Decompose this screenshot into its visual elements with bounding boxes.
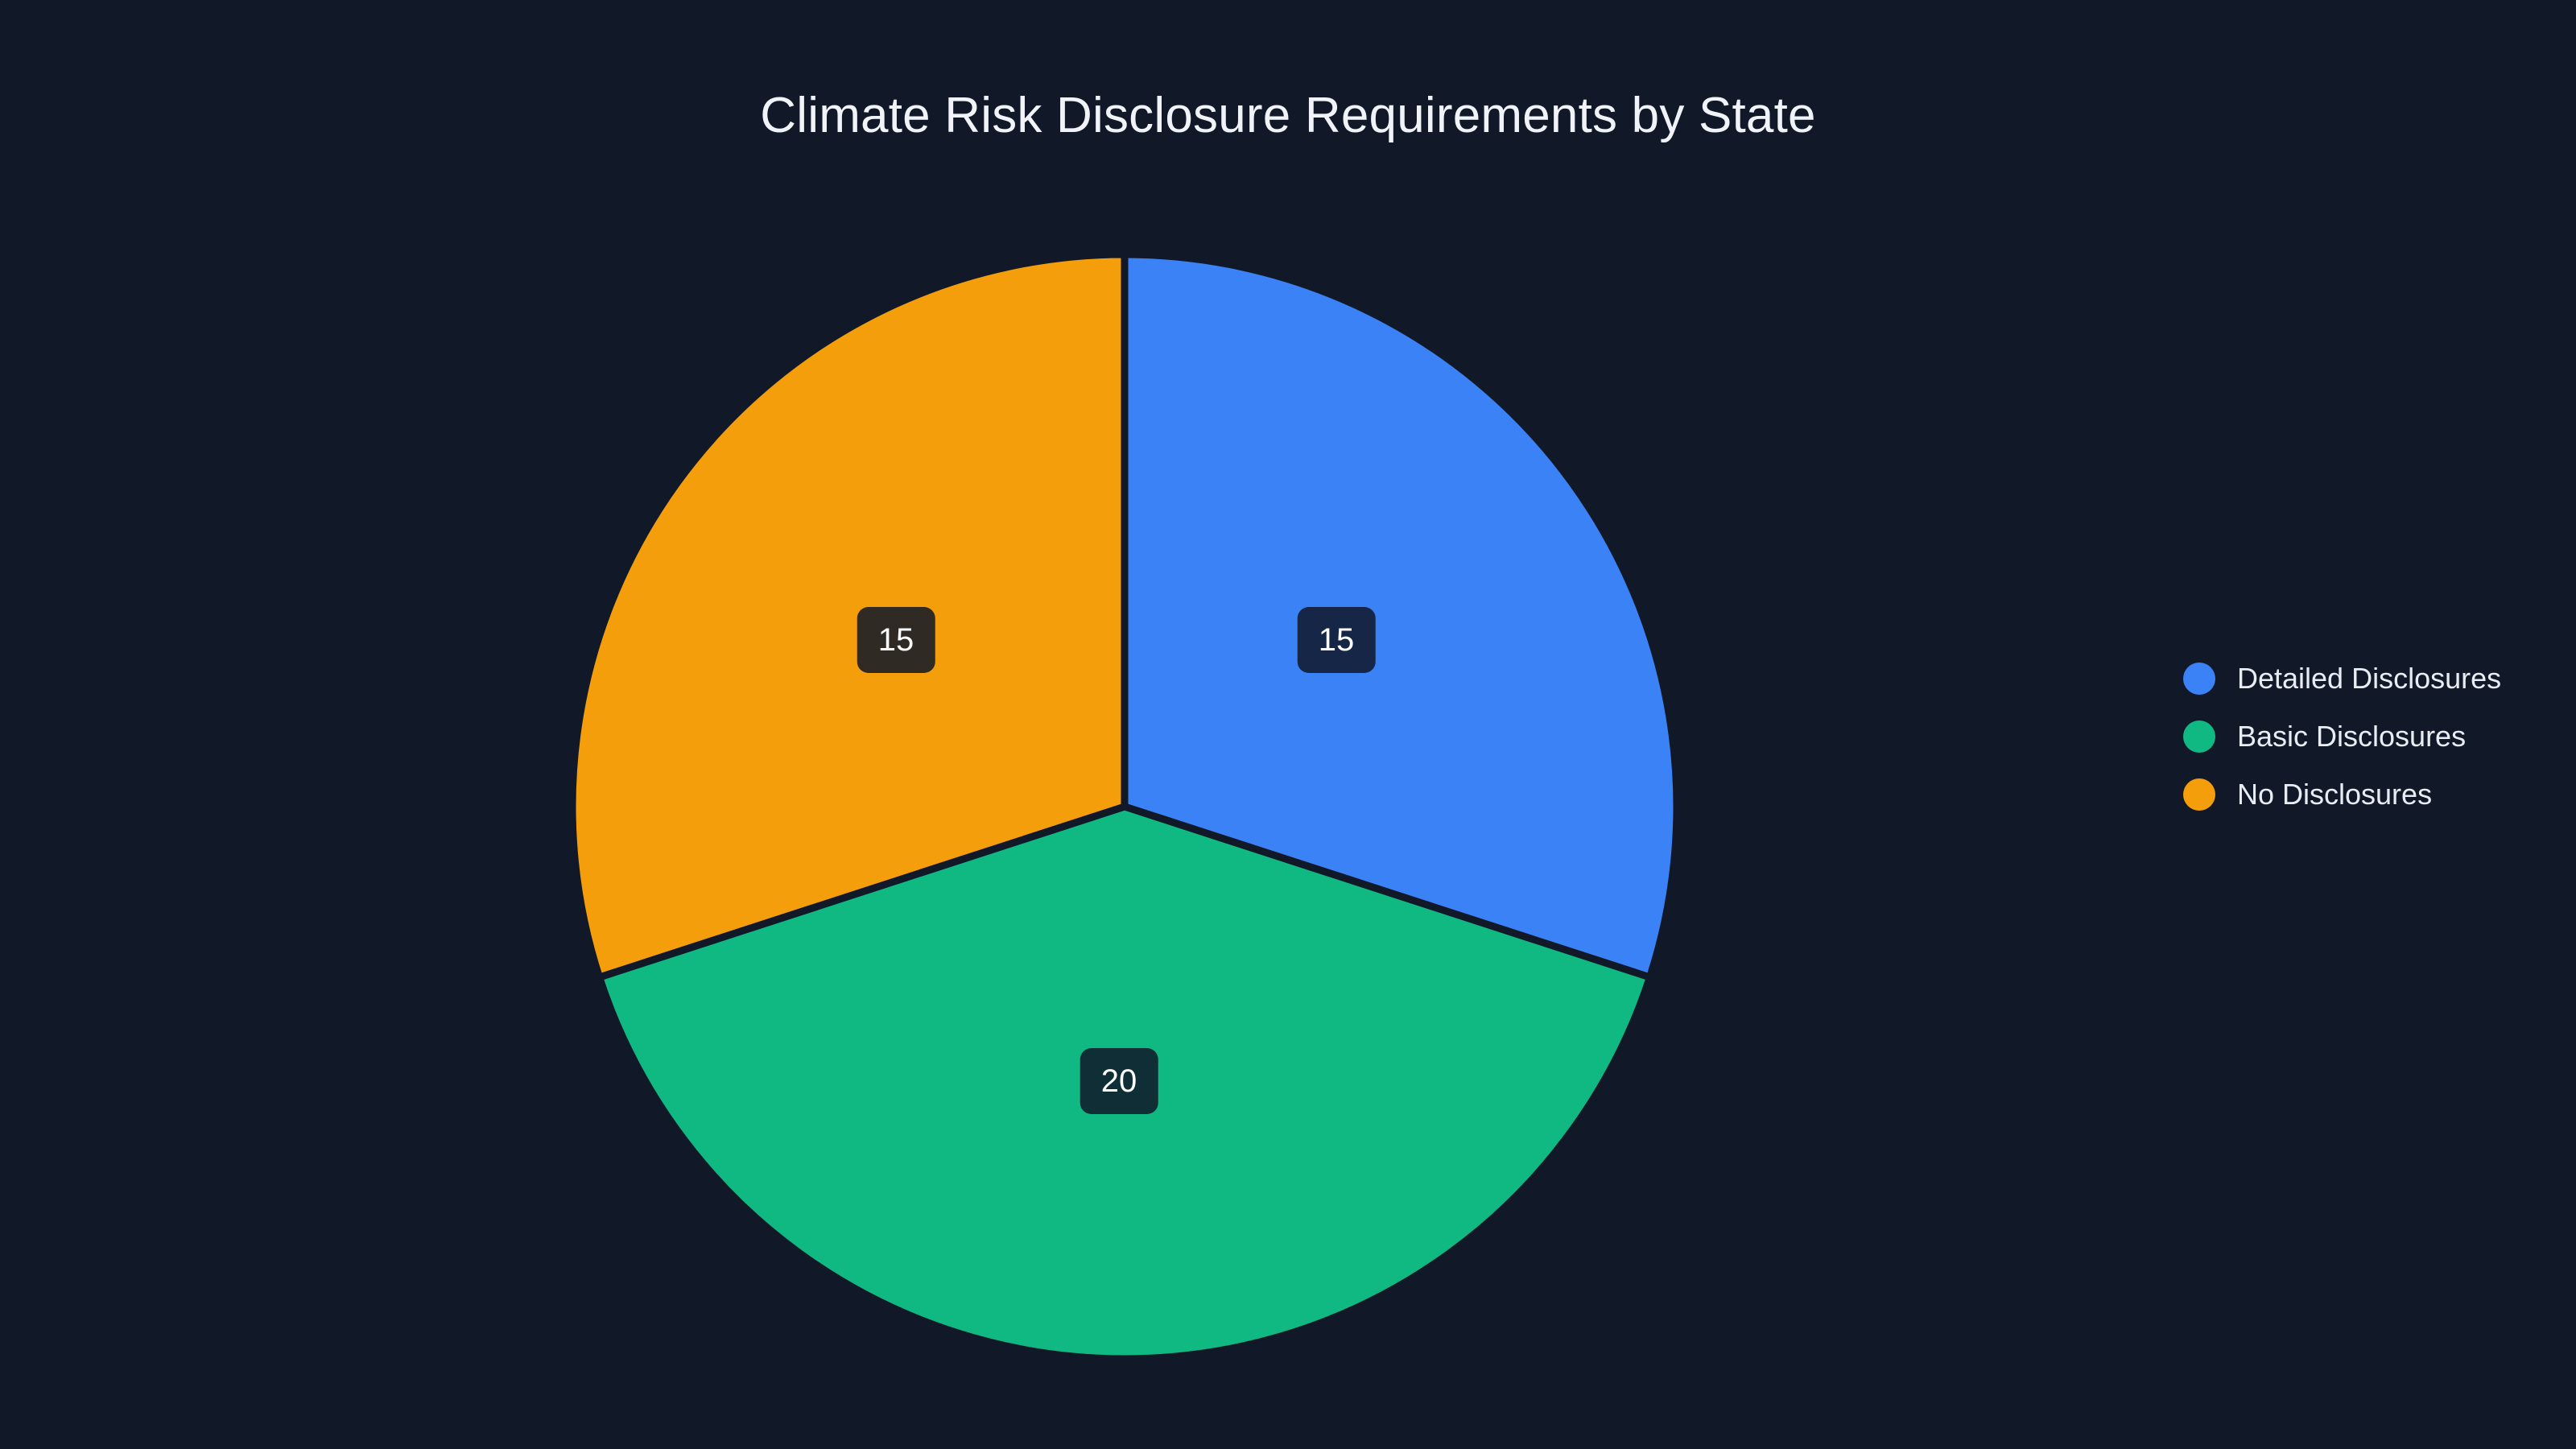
legend-swatch-icon	[2183, 778, 2215, 811]
legend-item[interactable]: Basic Disclosures	[2183, 708, 2521, 766]
legend-item-label: Basic Disclosures	[2237, 720, 2467, 753]
slice-value-label: 15	[1297, 607, 1376, 673]
legend-swatch-icon	[2183, 663, 2215, 695]
legend-item[interactable]: Detailed Disclosures	[2183, 650, 2521, 708]
slice-value-label: 20	[1080, 1048, 1158, 1114]
slice-value-label: 15	[857, 607, 935, 673]
pie-slice[interactable]	[1121, 250, 1681, 981]
pie-slice-group	[568, 250, 1681, 1363]
legend-item[interactable]: No Disclosures	[2183, 766, 2521, 824]
legend-item-label: No Disclosures	[2237, 778, 2433, 811]
legend-swatch-icon	[2183, 720, 2215, 753]
pie-slice[interactable]	[568, 250, 1129, 981]
chart-title: Climate Risk Disclosure Requirements by …	[760, 88, 1816, 143]
legend: Detailed Disclosures Basic Disclosures No …	[2183, 650, 2521, 824]
legend-item-label: Detailed Disclosures	[2237, 662, 2502, 695]
